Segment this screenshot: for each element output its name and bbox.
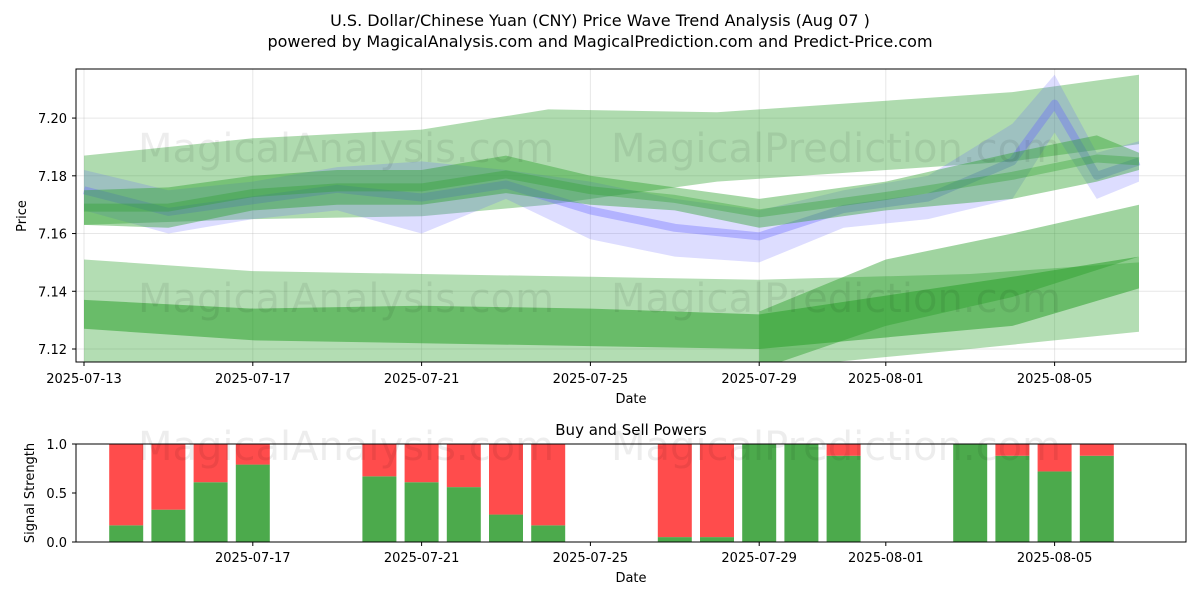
buy-power-bar xyxy=(1079,455,1114,542)
price-x-tick-label: 2025-07-13 xyxy=(46,372,122,387)
signal-y-axis-label: Signal Strength xyxy=(23,443,38,543)
signal-y-tick-label: 0.5 xyxy=(46,487,67,502)
price-x-tick-label: 2025-07-21 xyxy=(384,372,460,387)
price-chart: MagicalAnalysis.com MagicalPrediction.co… xyxy=(15,68,1187,407)
watermark-analysis-bottom: MagicalAnalysis.com xyxy=(138,424,554,470)
buy-power-bar xyxy=(657,537,692,542)
price-x-tick-label: 2025-07-29 xyxy=(721,372,797,387)
sell-power-bar xyxy=(404,444,439,483)
buy-power-bar xyxy=(235,464,270,542)
sell-power-bar xyxy=(151,444,186,510)
buy-power-bar xyxy=(193,482,228,542)
blue-wave-band xyxy=(84,74,1139,263)
buy-power-bar xyxy=(151,509,186,542)
signal-axes: 2025-07-17 2025-07-21 2025-07-25 2025-07-29… xyxy=(46,438,1092,566)
buy-power-bar xyxy=(826,455,861,542)
buy-power-bar xyxy=(531,525,566,542)
signal-y-tick-label: 1.0 xyxy=(46,438,67,453)
chart-title-line1: U.S. Dollar/Chinese Yuan (CNY) Price Wav… xyxy=(330,11,870,30)
signal-x-tick-label: 2025-07-21 xyxy=(384,551,460,566)
signal-x-tick-label: 2025-07-17 xyxy=(215,551,291,566)
blue-wave-band-core xyxy=(83,99,1141,241)
watermark-analysis-mid: MagicalAnalysis.com xyxy=(138,276,554,322)
price-bands xyxy=(83,74,1141,362)
watermark-analysis-top: MagicalAnalysis.com xyxy=(138,126,554,172)
price-plot-frame xyxy=(75,68,1187,363)
buy-power-bar xyxy=(784,444,819,542)
price-x-axis-label: Date xyxy=(615,392,646,407)
sell-power-bar xyxy=(531,444,566,526)
green-wave-band-core xyxy=(84,154,1140,218)
buy-power-bar xyxy=(1037,471,1072,542)
lower-green-band-core xyxy=(84,256,1139,349)
buy-power-bar xyxy=(700,537,734,542)
sell-power-bar xyxy=(1037,444,1072,472)
buy-power-bar xyxy=(489,514,523,542)
sell-power-bar xyxy=(235,444,270,465)
sell-power-bar xyxy=(489,444,523,515)
watermark-prediction-mid: MagicalPrediction.com xyxy=(611,276,1061,322)
price-y-tick-label: 7.20 xyxy=(38,112,67,127)
buy-power-bar xyxy=(953,444,988,542)
watermark-prediction-top: MagicalPrediction.com xyxy=(611,126,1061,172)
signal-chart-title: Buy and Sell Powers xyxy=(555,421,707,439)
price-y-tick-label: 7.18 xyxy=(38,170,67,185)
buy-power-bar xyxy=(109,525,144,542)
price-y-tick-label: 7.14 xyxy=(38,285,67,300)
sell-power-bar xyxy=(193,444,228,483)
price-axes: 2025-07-13 2025-07-17 2025-07-21 2025-07-25… xyxy=(38,112,1092,387)
sell-power-bar xyxy=(362,444,397,477)
upper-green-band-wide xyxy=(84,74,1139,225)
green-wave-band xyxy=(84,135,1139,228)
watermark-prediction-bottom: MagicalPrediction.com xyxy=(611,424,1061,470)
price-gridlines xyxy=(76,69,1186,362)
sell-power-bar xyxy=(109,444,144,526)
sell-power-bar xyxy=(700,444,734,538)
sell-power-bar xyxy=(995,444,1030,456)
price-x-tick-label: 2025-08-01 xyxy=(848,372,924,387)
chart-title-line2: powered by MagicalAnalysis.com and Magic… xyxy=(267,32,932,51)
buy-power-bar xyxy=(404,482,439,542)
signal-bars xyxy=(109,444,1114,542)
price-x-tick-label: 2025-07-17 xyxy=(215,372,291,387)
price-x-tick-label: 2025-07-25 xyxy=(553,372,629,387)
price-y-axis-label: Price xyxy=(15,200,30,232)
signal-x-tick-label: 2025-07-25 xyxy=(553,551,629,566)
signal-y-tick-label: 0.0 xyxy=(46,536,67,551)
sell-power-bar xyxy=(446,444,481,488)
signal-chart: MagicalAnalysis.com MagicalPrediction.co… xyxy=(23,421,1187,586)
buy-power-bar xyxy=(362,476,397,542)
price-y-tick-label: 7.12 xyxy=(38,343,67,358)
price-x-tick-label: 2025-08-05 xyxy=(1017,372,1093,387)
signal-x-tick-label: 2025-07-29 xyxy=(721,551,797,566)
sell-power-bar xyxy=(826,444,861,456)
rising-green-band xyxy=(759,204,1139,362)
price-y-tick-label: 7.16 xyxy=(38,228,67,243)
signal-x-tick-label: 2025-08-01 xyxy=(848,551,924,566)
sell-power-bar xyxy=(657,444,692,538)
buy-power-bar xyxy=(995,455,1030,542)
buy-power-bar xyxy=(742,444,777,542)
signal-x-axis-label: Date xyxy=(615,571,646,586)
signal-x-tick-label: 2025-08-05 xyxy=(1017,551,1093,566)
buy-power-bar xyxy=(446,487,481,542)
sell-power-bar xyxy=(1079,444,1114,456)
